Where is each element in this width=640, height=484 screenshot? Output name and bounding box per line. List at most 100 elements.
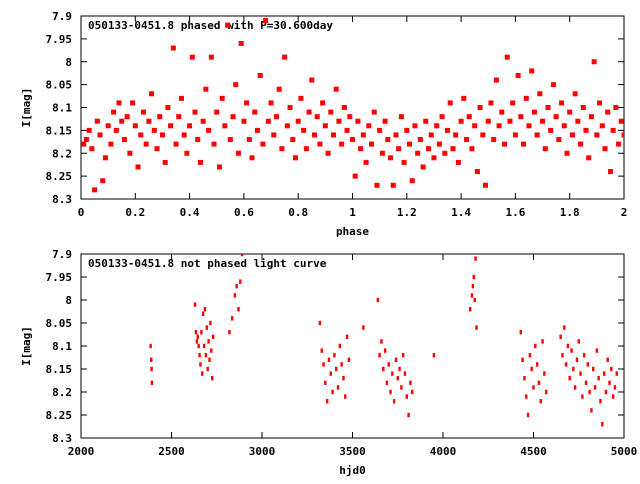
- data-point: [613, 385, 617, 390]
- data-point: [521, 141, 527, 147]
- data-point: [378, 353, 381, 358]
- data-point: [471, 284, 475, 289]
- y-tick-label: 8.2: [52, 386, 72, 399]
- data-point: [593, 385, 597, 390]
- data-point: [102, 155, 108, 161]
- data-point: [450, 146, 456, 152]
- x-tick-label: 3500: [339, 445, 366, 458]
- data-point: [150, 366, 153, 372]
- data-point: [335, 366, 338, 372]
- data-point: [561, 123, 567, 129]
- data-point: [396, 146, 402, 152]
- data-point: [493, 77, 499, 83]
- data-point: [371, 109, 377, 115]
- chart-panel-2: 2000 2500 3000 3500 4000 4500 5000 7.9 7.95 8 8.05…: [20, 248, 637, 477]
- data-point: [149, 91, 155, 97]
- data-point: [376, 297, 380, 303]
- data-point: [331, 389, 334, 395]
- data-point: [405, 394, 408, 399]
- data-point: [306, 109, 312, 115]
- data-point: [333, 353, 336, 358]
- data-point: [379, 150, 385, 156]
- data-point: [420, 164, 426, 170]
- data-point: [426, 146, 432, 152]
- data-point: [342, 376, 345, 381]
- data-point: [333, 86, 339, 92]
- data-point: [411, 389, 414, 395]
- data-point: [532, 385, 535, 390]
- data-point: [601, 422, 604, 427]
- data-point: [605, 109, 611, 115]
- data-point: [100, 178, 106, 184]
- data-point: [409, 178, 415, 184]
- data-point: [121, 137, 127, 143]
- data-point: [383, 348, 387, 353]
- data-point: [108, 141, 114, 147]
- data-point: [157, 114, 163, 120]
- data-point: [390, 182, 396, 188]
- data-point: [610, 127, 616, 133]
- data-point: [387, 362, 390, 367]
- x-tick-label: 2500: [158, 445, 185, 458]
- data-point: [347, 114, 353, 120]
- data-point: [276, 86, 282, 92]
- data-point: [572, 91, 578, 97]
- data-point: [219, 95, 225, 101]
- data-point: [336, 118, 342, 124]
- data-point: [534, 132, 540, 138]
- data-point: [474, 169, 480, 175]
- data-point: [345, 334, 349, 339]
- data-point: [542, 146, 548, 152]
- data-point: [202, 343, 206, 349]
- data-point: [474, 256, 477, 261]
- data-point: [111, 109, 117, 115]
- data-point: [491, 137, 497, 143]
- data-point: [434, 123, 440, 129]
- data-point: [135, 164, 141, 170]
- y-tick-label: 8: [65, 294, 72, 307]
- data-point: [210, 348, 213, 353]
- data-point: [192, 109, 198, 115]
- data-point: [204, 353, 208, 358]
- data-point: [230, 316, 234, 321]
- data-point: [328, 109, 334, 115]
- data-point: [338, 343, 342, 349]
- x-axis-label: hjd0: [339, 464, 366, 477]
- data-point: [184, 150, 190, 156]
- data-point: [472, 274, 475, 280]
- data-point: [89, 146, 95, 152]
- data-point: [391, 371, 394, 376]
- data-point: [393, 132, 399, 138]
- y-tick-label: 8.15: [46, 124, 73, 137]
- x-tick-label: 0.4: [180, 206, 200, 219]
- data-point: [228, 330, 231, 335]
- data-point: [530, 366, 533, 372]
- data-point: [362, 325, 365, 330]
- y-axis-label: I[mag]: [20, 88, 33, 128]
- chart-title: 050133-0451.8 not phased light curve: [88, 257, 327, 270]
- data-point: [200, 118, 206, 124]
- x-tick-label: 5000: [611, 445, 638, 458]
- data-point: [423, 118, 429, 124]
- data-point: [189, 54, 195, 60]
- x-tick-label: 2000: [68, 445, 95, 458]
- data-point: [531, 109, 537, 115]
- data-point: [388, 155, 394, 161]
- data-point: [292, 155, 298, 161]
- y-tick-label: 7.9: [52, 10, 72, 23]
- data-point: [529, 68, 535, 74]
- data-point: [607, 169, 613, 175]
- data-point: [130, 100, 136, 106]
- data-point: [322, 123, 328, 129]
- data-point: [401, 159, 407, 165]
- data-point: [265, 118, 271, 124]
- data-point: [553, 114, 559, 120]
- data-point: [149, 343, 152, 349]
- data-point: [216, 164, 222, 170]
- data-point: [366, 123, 372, 129]
- data-point: [586, 362, 589, 367]
- data-point: [595, 348, 599, 353]
- data-point: [392, 399, 396, 404]
- data-point: [610, 366, 613, 372]
- data-point: [336, 385, 340, 390]
